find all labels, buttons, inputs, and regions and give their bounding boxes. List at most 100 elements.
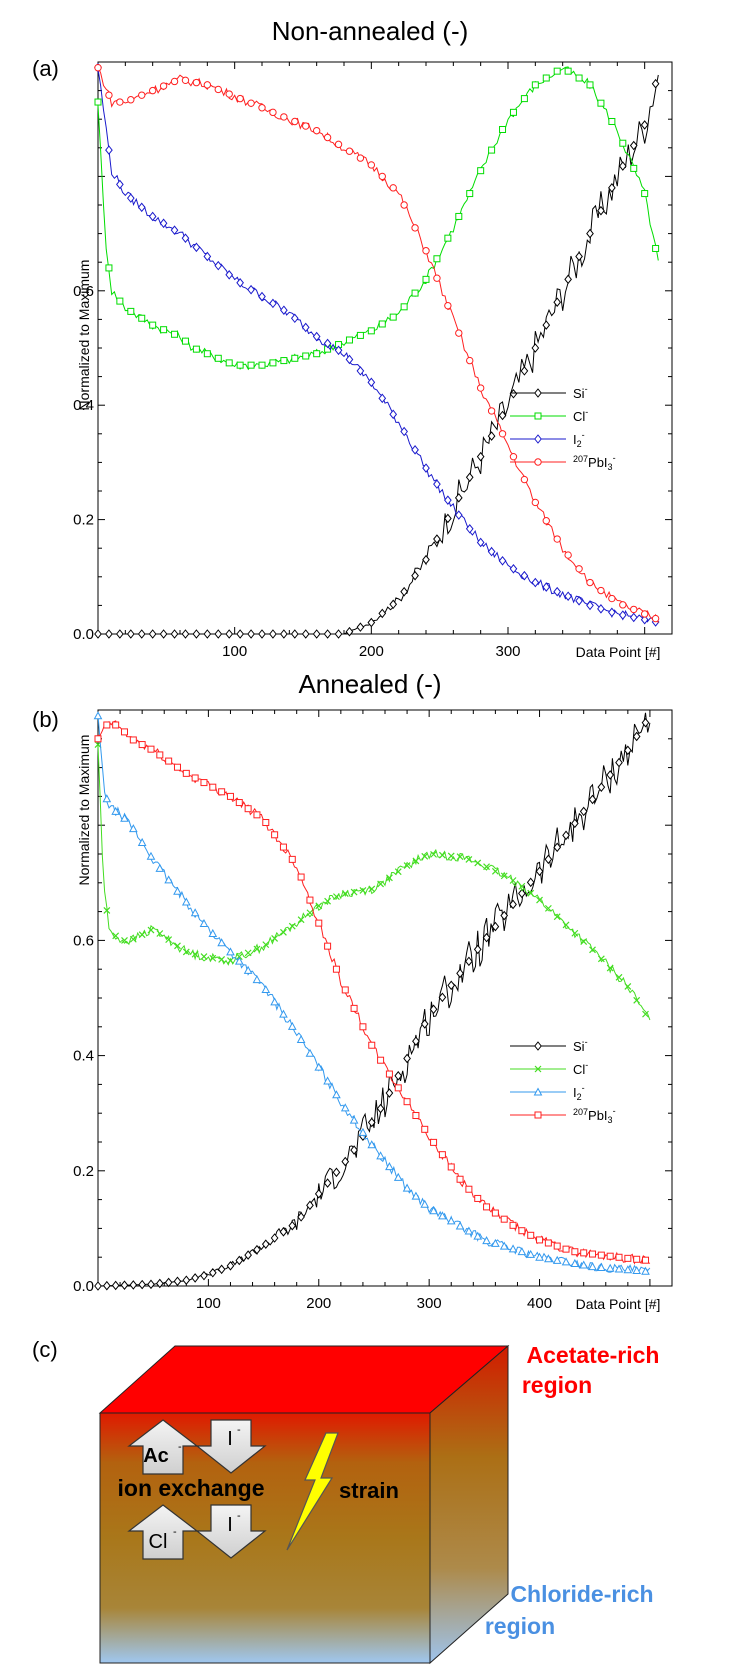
data-point-Cl — [258, 361, 266, 369]
data-point-Si — [385, 1088, 394, 1098]
data-point-Cl — [488, 146, 496, 154]
arrow-cl-text: Cl — [149, 1531, 168, 1553]
data-point-207PbI3 — [271, 831, 279, 839]
y-tick-label: 0.4 — [73, 1048, 94, 1065]
data-point-Si — [253, 1244, 261, 1255]
data-point-Cl — [191, 950, 199, 958]
data-point-207PbI3 — [138, 91, 146, 99]
data-point-I2 — [203, 251, 212, 262]
data-point-Cl — [236, 361, 244, 369]
panel-a-chart: Non-annealed (-) (a) Normalized to Maxim… — [32, 16, 673, 660]
data-point-207PbI3 — [306, 896, 314, 904]
panel-b-ylabel: Normalized to Maximum — [76, 735, 92, 886]
panel-a-title: Non-annealed (-) — [272, 16, 469, 46]
data-point-Si — [378, 608, 387, 619]
data-point-I2 — [385, 1162, 394, 1171]
data-point-Si — [438, 992, 447, 1003]
data-point-Cl — [253, 945, 261, 953]
data-point-207PbI3 — [456, 1175, 464, 1183]
series-line-Si — [97, 712, 651, 1287]
data-point-I2 — [247, 284, 255, 295]
data-point-I2 — [473, 1231, 483, 1240]
data-point-Cl — [149, 321, 157, 329]
x-tick-label: 100 — [196, 1295, 221, 1312]
data-point-Si — [217, 1264, 226, 1275]
data-point-Cl — [269, 359, 277, 367]
data-point-207PbI3 — [112, 721, 120, 729]
data-point-Si — [261, 1239, 270, 1249]
data-point-Cl — [608, 117, 616, 125]
data-point-Si — [312, 629, 321, 639]
data-point-Si — [350, 1145, 358, 1155]
data-point-Si — [518, 888, 526, 899]
data-point-Cl — [447, 852, 455, 860]
data-point-Cl — [509, 877, 517, 884]
arrow-i-top-text: I — [227, 1428, 233, 1450]
data-point-Si — [94, 1281, 102, 1291]
data-point-I2 — [269, 298, 277, 309]
data-point-Cl — [350, 888, 358, 896]
data-point-I2 — [314, 1062, 324, 1071]
data-point-207PbI3 — [444, 301, 452, 310]
data-point-Si — [509, 388, 518, 399]
data-point-I2 — [400, 426, 408, 437]
data-point-207PbI3 — [531, 498, 540, 507]
data-point-I2 — [280, 305, 288, 316]
legend-marker-I2 — [534, 434, 542, 444]
data-point-Si — [571, 818, 579, 829]
data-point-Cl — [280, 928, 287, 936]
data-point-207PbI3 — [438, 1151, 446, 1159]
data-point-Cl — [433, 255, 441, 263]
data-point-Si — [389, 599, 398, 610]
data-point-I2 — [345, 354, 354, 365]
data-point-Si — [314, 1189, 323, 1199]
data-point-207PbI3 — [476, 384, 485, 392]
data-point-I2 — [323, 338, 332, 349]
data-point-Cl — [203, 350, 211, 358]
data-point-Si — [290, 629, 299, 639]
data-point-Si — [400, 586, 408, 597]
data-point-Cl — [116, 297, 124, 305]
data-point-Cl — [214, 354, 222, 362]
data-point-Cl — [156, 930, 164, 937]
data-point-Cl — [174, 942, 181, 950]
data-point-I2 — [181, 233, 190, 243]
data-point-I2 — [465, 523, 474, 534]
data-point-Si — [367, 617, 376, 628]
data-point-Cl — [571, 929, 579, 937]
data-point-I2 — [623, 1265, 633, 1274]
panel-b-letter: (b) — [32, 707, 59, 732]
data-point-207PbI3 — [466, 356, 474, 365]
data-point-Cl — [403, 862, 411, 869]
data-point-Si — [269, 629, 277, 639]
data-point-Si — [632, 731, 641, 742]
data-point-Si — [270, 1233, 279, 1243]
data-point-Si — [608, 183, 616, 193]
panel-b-chart: Annealed (-) (b) Normalized to Maximum 1… — [32, 669, 673, 1312]
data-point-I2 — [499, 1241, 509, 1250]
arrow-i-bottom-text: I — [227, 1514, 233, 1536]
data-point-207PbI3 — [103, 721, 111, 729]
data-point-Si — [345, 626, 354, 637]
data-point-I2 — [111, 806, 120, 815]
data-point-Cl — [121, 936, 128, 944]
legend-label-207PbI3: 207PbI3- — [573, 453, 616, 472]
data-point-I2 — [498, 555, 507, 566]
series-I2 — [93, 711, 651, 1275]
data-point-I2 — [420, 1199, 430, 1208]
data-point-Cl — [377, 880, 385, 888]
legend-label-I2: I2- — [573, 1083, 585, 1102]
data-point-Cl — [455, 212, 463, 220]
data-point-I2 — [305, 1048, 315, 1057]
data-point-Cl — [306, 909, 314, 917]
data-point-207PbI3 — [120, 728, 128, 736]
y-tick-label: 0.2 — [73, 1163, 94, 1180]
data-point-I2 — [146, 851, 156, 860]
panel-b-xlabel: Data Point [#] — [576, 1296, 661, 1312]
data-point-Cl — [553, 913, 561, 921]
data-point-I2 — [159, 218, 168, 229]
data-point-Si — [394, 1070, 403, 1081]
data-point-Si — [258, 629, 266, 639]
series-Cl — [94, 66, 660, 371]
data-point-Cl — [421, 852, 429, 860]
